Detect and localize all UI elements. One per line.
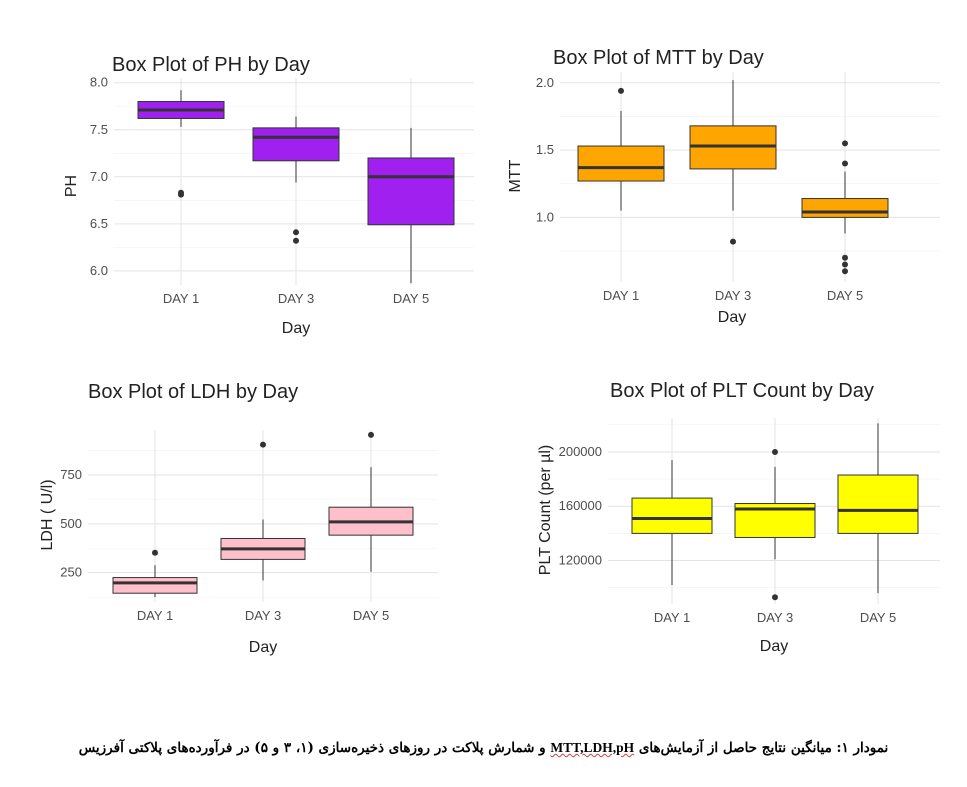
outlier-point: [842, 140, 848, 147]
outlier-point: [260, 441, 266, 448]
box-plot-ldh: Box Plot of LDH by Day 250 500 750 DAY 1 DAY…: [39, 381, 438, 656]
axis-ticks: 1.0 1.5 2.0 DAY 1 DAY 3 DAY 5: [536, 75, 863, 303]
box-iqr: [112, 577, 198, 594]
y-axis-label: LDH ( U/l): [39, 479, 56, 550]
x-tick-label: DAY 5: [393, 291, 429, 306]
outlier-point: [842, 261, 848, 268]
axis-ticks: 6.0 6.5 7.0 7.5 8.0 DAY 1 DAY 3 DAY 5: [90, 75, 429, 306]
chart-title: Box Plot of PH by Day: [112, 54, 310, 76]
x-tick-label: DAY 5: [827, 288, 863, 303]
box-iqr: [252, 127, 340, 162]
y-tick-label: 200000: [559, 444, 602, 459]
box-iqr: [837, 474, 919, 534]
y-tick-label: 2.0: [536, 75, 554, 90]
outlier-point: [152, 549, 158, 556]
y-tick-label: 250: [60, 565, 82, 580]
x-tick-label: DAY 1: [163, 291, 199, 306]
x-tick-label: DAY 1: [654, 610, 690, 625]
y-tick-label: 7.5: [90, 122, 108, 137]
box-iqr: [577, 145, 665, 182]
plot-marks: [112, 431, 414, 598]
x-axis-label: Day: [249, 639, 277, 656]
chart-title: Box Plot of PLT Count by Day: [610, 380, 874, 402]
x-axis-label: Day: [282, 320, 310, 337]
caption-latin: MTT,LDH,pH: [550, 740, 635, 755]
y-tick-label: 6.0: [90, 263, 108, 278]
outlier-point: [772, 594, 778, 601]
y-tick-label: 1.0: [536, 209, 554, 224]
x-tick-label: DAY 1: [603, 288, 639, 303]
axis-ticks: 120000 160000 200000 DAY 1 DAY 3 DAY 5: [559, 444, 897, 625]
box-plot-ph: Box Plot of PH by Day 6.0 6.5 7.0 7.5 8.0 DAY…: [63, 54, 474, 337]
outlier-point: [842, 254, 848, 261]
y-axis-label: PH: [63, 175, 80, 197]
box-plot-mtt: Box Plot of MTT by Day 1.0 1.5 2.0 DAY 1 DAY…: [507, 47, 940, 326]
x-tick-label: DAY 5: [353, 608, 389, 623]
y-tick-label: 120000: [559, 553, 602, 568]
x-axis-label: Day: [718, 309, 746, 326]
outlier-point: [293, 229, 299, 236]
plot-marks: [137, 90, 455, 284]
caption-lead: نمودار ۱: میانگین نتایج حاصل از آزمایش‌ه…: [638, 740, 889, 756]
box-iqr: [801, 198, 889, 218]
caption-tail: و شمارش پلاکت در روزهای ذخیره‌سازی (۱، ۳…: [78, 740, 546, 756]
x-tick-label: DAY 3: [757, 610, 793, 625]
x-tick-label: DAY 3: [715, 288, 751, 303]
outlier-point: [842, 160, 848, 167]
y-tick-label: 750: [60, 467, 82, 482]
outlier-point: [178, 189, 184, 196]
outlier-point: [293, 237, 299, 244]
chart-title: Box Plot of MTT by Day: [553, 47, 764, 69]
outlier-point: [368, 431, 374, 438]
box-iqr: [631, 497, 713, 534]
y-tick-label: 1.5: [536, 142, 554, 157]
chart-title: Box Plot of LDH by Day: [88, 381, 298, 403]
y-tick-label: 7.0: [90, 169, 108, 184]
y-tick-label: 6.5: [90, 216, 108, 231]
plot-marks: [631, 423, 919, 601]
x-axis-label: Day: [760, 638, 788, 655]
y-axis-label: PLT Count (per µl): [537, 445, 554, 575]
y-axis-label: MTT: [507, 159, 524, 192]
box-iqr: [367, 157, 455, 226]
x-tick-label: DAY 3: [245, 608, 281, 623]
x-tick-label: DAY 1: [137, 608, 173, 623]
outlier-point: [730, 238, 736, 245]
x-tick-label: DAY 5: [860, 610, 896, 625]
y-tick-label: 500: [60, 516, 82, 531]
outlier-point: [842, 268, 848, 275]
axis-ticks: 250 500 750 DAY 1 DAY 3 DAY 5: [60, 467, 389, 623]
outlier-point: [772, 448, 778, 455]
plot-marks: [577, 80, 889, 275]
plot-grid: [114, 78, 474, 285]
box-plot-plt-count: Box Plot of PLT Count by Day 120000 16000…: [537, 380, 940, 655]
y-tick-label: 8.0: [90, 75, 108, 90]
charts-stage: Box Plot of PH by Day 6.0 6.5 7.0 7.5 8.0 DAY…: [39, 47, 940, 656]
x-tick-label: DAY 3: [278, 291, 314, 306]
figure-caption: نمودار ۱: میانگین نتایج حاصل از آزمایش‌ه…: [0, 740, 967, 756]
y-tick-label: 160000: [559, 498, 602, 513]
outlier-point: [618, 87, 624, 94]
